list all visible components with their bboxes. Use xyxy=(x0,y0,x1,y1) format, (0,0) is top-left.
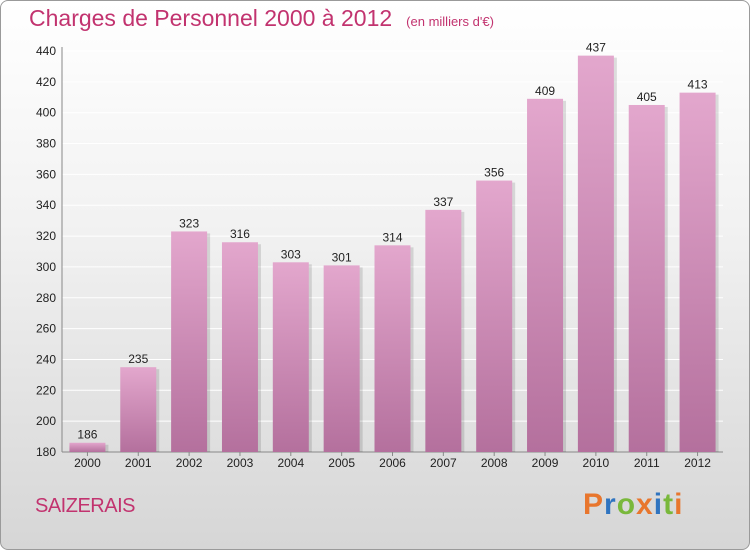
data-label: 303 xyxy=(281,247,301,261)
y-tick-label: 440 xyxy=(36,44,56,58)
x-tick-label: 2005 xyxy=(328,456,355,470)
bar xyxy=(476,180,513,453)
logo-letter: i xyxy=(674,488,684,521)
bar xyxy=(272,262,309,452)
logo-letter: P xyxy=(583,488,605,521)
chart-title: Charges de Personnel 2000 à 2012 (en mill… xyxy=(29,5,494,32)
y-tick-label: 380 xyxy=(36,137,56,151)
data-label: 301 xyxy=(332,250,352,264)
x-tick-label: 2004 xyxy=(277,456,304,470)
place-name: SAIZERAIS xyxy=(35,495,135,517)
x-tick-label: 2012 xyxy=(684,456,711,470)
data-label: 405 xyxy=(637,90,657,104)
data-label: 409 xyxy=(535,84,555,98)
data-label: 316 xyxy=(230,227,250,241)
x-tick-label: 2002 xyxy=(176,456,203,470)
x-tick-label: 2010 xyxy=(583,456,610,470)
y-tick-label: 300 xyxy=(36,260,56,274)
x-tick-label: 2009 xyxy=(532,456,559,470)
data-label: 186 xyxy=(77,428,97,442)
logo-letter: t xyxy=(663,488,675,521)
y-tick-label: 420 xyxy=(36,75,56,89)
x-tick-label: 2003 xyxy=(227,456,254,470)
data-label: 437 xyxy=(586,41,606,55)
bar xyxy=(679,92,716,453)
x-tick-label: 2011 xyxy=(634,456,660,470)
data-label: 314 xyxy=(382,230,402,244)
y-tick-label: 360 xyxy=(36,167,56,181)
bar xyxy=(171,231,208,452)
data-label: 235 xyxy=(128,352,148,366)
y-tick-label: 240 xyxy=(36,352,56,366)
bar xyxy=(425,209,462,452)
bar xyxy=(374,245,411,452)
bar xyxy=(527,98,564,453)
bar xyxy=(221,242,258,452)
logo-letter: o xyxy=(616,488,637,521)
x-tick-label: 2001 xyxy=(125,456,152,470)
data-label: 323 xyxy=(179,216,199,230)
x-tick-label: 2008 xyxy=(481,456,508,470)
data-label: 337 xyxy=(433,195,453,209)
proxiti-logo: Proxiti xyxy=(583,488,683,522)
data-label: 356 xyxy=(484,166,504,180)
bar xyxy=(628,104,665,452)
y-tick-label: 340 xyxy=(36,198,56,212)
logo-letter: i xyxy=(653,488,664,521)
y-tick-label: 200 xyxy=(36,414,56,428)
bar xyxy=(577,55,614,452)
chart-title-text: Charges de Personnel 2000 à 2012 xyxy=(29,5,393,31)
y-tick-label: 260 xyxy=(36,322,56,336)
y-tick-label: 400 xyxy=(36,106,56,120)
y-tick-label: 220 xyxy=(36,383,56,397)
bar xyxy=(69,442,106,452)
x-tick-label: 2007 xyxy=(430,456,457,470)
chart-unit: (en milliers d'€) xyxy=(406,14,494,29)
y-tick-label: 280 xyxy=(36,291,56,305)
x-tick-label: 2006 xyxy=(379,456,406,470)
x-tick-label: 2000 xyxy=(74,456,101,470)
y-tick-label: 320 xyxy=(36,229,56,243)
data-label: 413 xyxy=(688,78,708,92)
logo-letter: x xyxy=(636,488,654,521)
bar xyxy=(120,367,157,452)
y-tick-label: 180 xyxy=(36,445,56,459)
bar xyxy=(323,265,360,452)
logo-letter: r xyxy=(604,488,617,521)
